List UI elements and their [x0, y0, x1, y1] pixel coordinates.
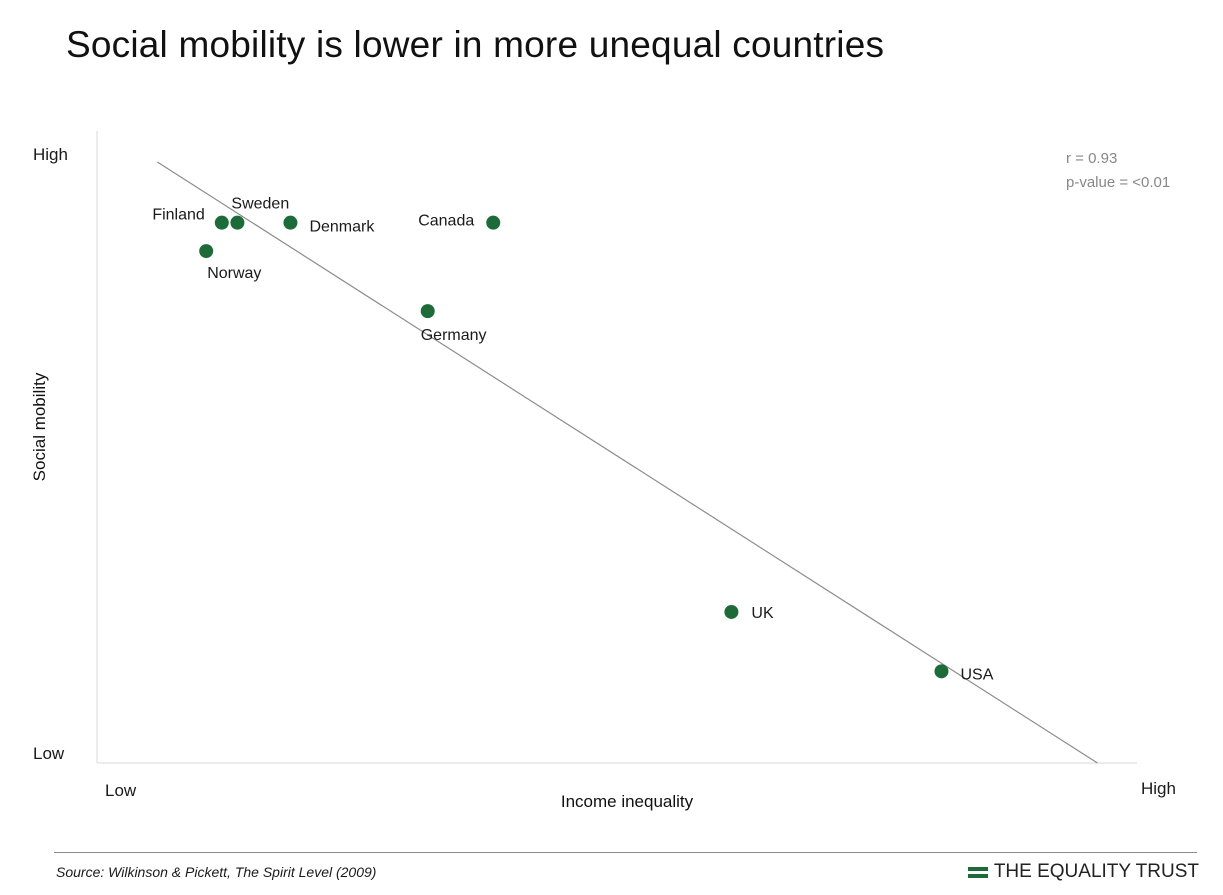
data-point-labels: Finland Sweden Denmark Canada Norway Germany U… — [152, 196, 993, 684]
data-label-denmark: Denmark — [309, 219, 375, 236]
equality-trust-bars-icon — [967, 866, 988, 878]
data-point-canada — [486, 215, 501, 230]
r-value-annotation: r = 0.93 — [1066, 150, 1117, 167]
y-tick-label-high: High — [33, 145, 68, 164]
source-note: Source: Wilkinson & Pickett, The Spirit … — [56, 864, 377, 880]
data-label-norway: Norway — [207, 265, 261, 282]
brand-logo: THE EQUALITY TRUST — [967, 861, 1199, 883]
page-title: Social mobility is lower in more unequal… — [66, 24, 885, 65]
data-point-usa — [934, 664, 949, 679]
data-label-finland: Finland — [152, 207, 204, 224]
data-label-sweden: Sweden — [231, 196, 289, 213]
data-point-sweden — [230, 215, 245, 230]
data-label-canada: Canada — [418, 213, 474, 230]
data-label-germany: Germany — [421, 327, 487, 344]
data-point-denmark — [283, 215, 298, 230]
x-tick-label-high: High — [1141, 779, 1176, 798]
brand-name: THE EQUALITY TRUST — [993, 861, 1199, 882]
data-point-norway — [199, 244, 214, 259]
y-tick-label-low: Low — [33, 744, 65, 763]
trend-line — [156, 161, 1098, 764]
data-point-finland — [214, 215, 229, 230]
data-point-germany — [420, 304, 435, 319]
footer-divider — [54, 852, 1197, 853]
y-axis-label: Social mobility — [30, 372, 49, 481]
data-label-uk: UK — [751, 605, 774, 622]
x-axis-label: Income inequality — [561, 792, 694, 811]
p-value-annotation: p-value = <0.01 — [1066, 174, 1170, 191]
x-tick-label-low: Low — [105, 781, 137, 800]
data-point-uk — [724, 604, 739, 619]
data-label-usa: USA — [960, 666, 993, 683]
data-points — [199, 215, 949, 679]
scatter-chart: Finland Sweden Denmark Canada Norway Germany U… — [30, 131, 1176, 811]
